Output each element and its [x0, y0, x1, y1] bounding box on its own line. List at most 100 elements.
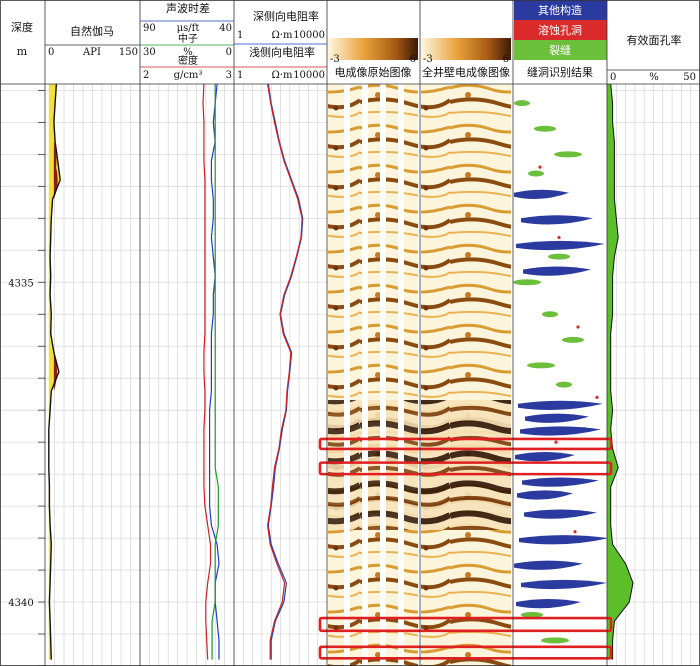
gamma-scale-unit: API — [82, 47, 101, 58]
full-image-dark-zone — [421, 400, 511, 530]
density-scale-min: 2 — [143, 70, 149, 81]
full-image-colorbar — [421, 38, 511, 60]
legend-other-label: 其他构造 — [538, 3, 582, 17]
raw-image-scale-max: 6 — [410, 54, 416, 65]
full-image-scale-max: 6 — [503, 54, 509, 65]
depth-track-unit: m — [17, 45, 28, 58]
vug-mark — [573, 530, 577, 534]
fracture-mark — [528, 170, 544, 177]
shallow-res-unit: Ω·m — [272, 70, 293, 81]
vug-mark — [538, 165, 542, 169]
neutron-label: 中子 — [178, 32, 198, 45]
deep-res-unit: Ω·m — [272, 30, 293, 41]
other-structure-mark — [524, 509, 597, 519]
porosity-scale-max: 50 — [683, 72, 696, 83]
neutron-scale-max: 0 — [226, 47, 232, 58]
full-image-scale-min: -3 — [423, 54, 433, 65]
legend-fracture-label: 裂缝 — [549, 43, 571, 57]
raw-image-pad-gaps — [344, 84, 404, 666]
shallow-res-max: 10000 — [293, 70, 325, 81]
other-structure-mark — [520, 426, 601, 436]
vug-mark — [557, 235, 561, 240]
other-structure-mark — [521, 579, 607, 590]
other-structure-mark — [517, 490, 573, 500]
raw-image-colorbar — [328, 38, 418, 60]
vug-mark — [554, 440, 558, 444]
full-image-track — [421, 84, 511, 666]
legend-vug-swatch — [514, 20, 607, 40]
highlight-boxes — [318, 437, 613, 660]
porosity-scale-unit: % — [649, 72, 659, 83]
porosity-title: 有效面孔率 — [627, 33, 682, 47]
shallow-res-min: 1 — [237, 70, 243, 81]
gamma-scale-min: 0 — [48, 47, 54, 58]
raw-image-track — [328, 84, 418, 666]
other-structure-mark — [516, 240, 605, 251]
depth-axis: 4335 4340 — [8, 89, 45, 666]
interpretation-track — [514, 84, 607, 666]
highlight-box — [318, 461, 613, 476]
fracture-mark — [521, 611, 543, 618]
acoustic-scale-unit: μs/ft — [177, 23, 200, 34]
legend-fracture-swatch — [514, 40, 607, 60]
fracture-mark — [527, 362, 555, 369]
other-structure-mark — [516, 599, 581, 609]
raw-image-caption: 电成像原始图像 — [335, 65, 412, 79]
other-structure-mark — [519, 535, 609, 545]
density-scale-unit: g/cm³ — [174, 70, 203, 81]
fracture-mark — [514, 100, 530, 107]
acoustic-scale-max: 40 — [219, 23, 232, 34]
log-header: 深度 m 自然伽马 0 API 150 声波时差 90 μs/ft 40 中子 … — [11, 0, 696, 83]
neutron-curve — [211, 84, 219, 660]
legend-vug-label: 溶蚀孔洞 — [538, 23, 582, 37]
interpretation-caption: 缝洞识别结果 — [527, 65, 593, 79]
acoustic-scale-min: 90 — [143, 23, 156, 34]
legend-other-swatch — [514, 0, 607, 20]
gamma-scale-max: 150 — [119, 47, 138, 58]
full-image-caption: 全井壁电成像图像 — [422, 65, 510, 79]
raw-image-scale-min: -3 — [330, 54, 340, 65]
highlight-box — [318, 645, 613, 660]
depth-label: 4340 — [8, 598, 33, 609]
highlight-box — [318, 616, 613, 633]
fracture-mark — [554, 151, 582, 158]
other-structure-mark — [525, 413, 589, 423]
other-structure-mark — [518, 400, 603, 411]
fracture-mark — [513, 279, 541, 286]
depth-track-title: 深度 — [11, 20, 33, 34]
neutron-scale-min: 30 — [143, 47, 156, 58]
other-structure-mark — [522, 477, 599, 487]
acoustic-track-title: 声波时差 — [166, 1, 210, 15]
interpretation-marks — [513, 100, 609, 644]
shallow-res-title: 浅侧向电阻率 — [249, 45, 315, 59]
other-structure-mark — [514, 189, 569, 199]
fracture-mark — [542, 311, 558, 318]
borehole-image-tracks — [328, 84, 607, 666]
deep-res-max: 10000 — [293, 30, 325, 41]
log-curves — [48, 83, 634, 660]
density-label: 密度 — [178, 54, 198, 67]
fracture-mark — [534, 125, 556, 132]
shallow-resistivity-curve — [266, 83, 303, 660]
vug-mark — [576, 325, 580, 329]
neutron-scale-unit: % — [183, 47, 193, 58]
density-curve — [202, 83, 212, 660]
highlight-box — [318, 437, 613, 451]
density-scale-max: 3 — [226, 70, 232, 81]
porosity-fill — [607, 84, 633, 660]
fracture-mark — [556, 381, 572, 388]
deep-res-title: 深侧向电阻率 — [253, 9, 319, 23]
depth-label: 4335 — [8, 278, 33, 289]
gamma-track-title: 自然伽马 — [70, 24, 114, 38]
deep-res-min: 1 — [237, 30, 243, 41]
fracture-mark — [548, 253, 570, 260]
deep-resistivity-curve — [267, 83, 304, 660]
other-structure-mark — [521, 215, 593, 225]
other-structure-mark — [523, 266, 591, 276]
other-structure-mark — [514, 560, 583, 570]
porosity-scale-min: 0 — [610, 72, 616, 83]
fracture-mark — [562, 336, 584, 343]
fracture-mark — [541, 637, 569, 644]
raw-image-dark-zone — [328, 400, 418, 530]
